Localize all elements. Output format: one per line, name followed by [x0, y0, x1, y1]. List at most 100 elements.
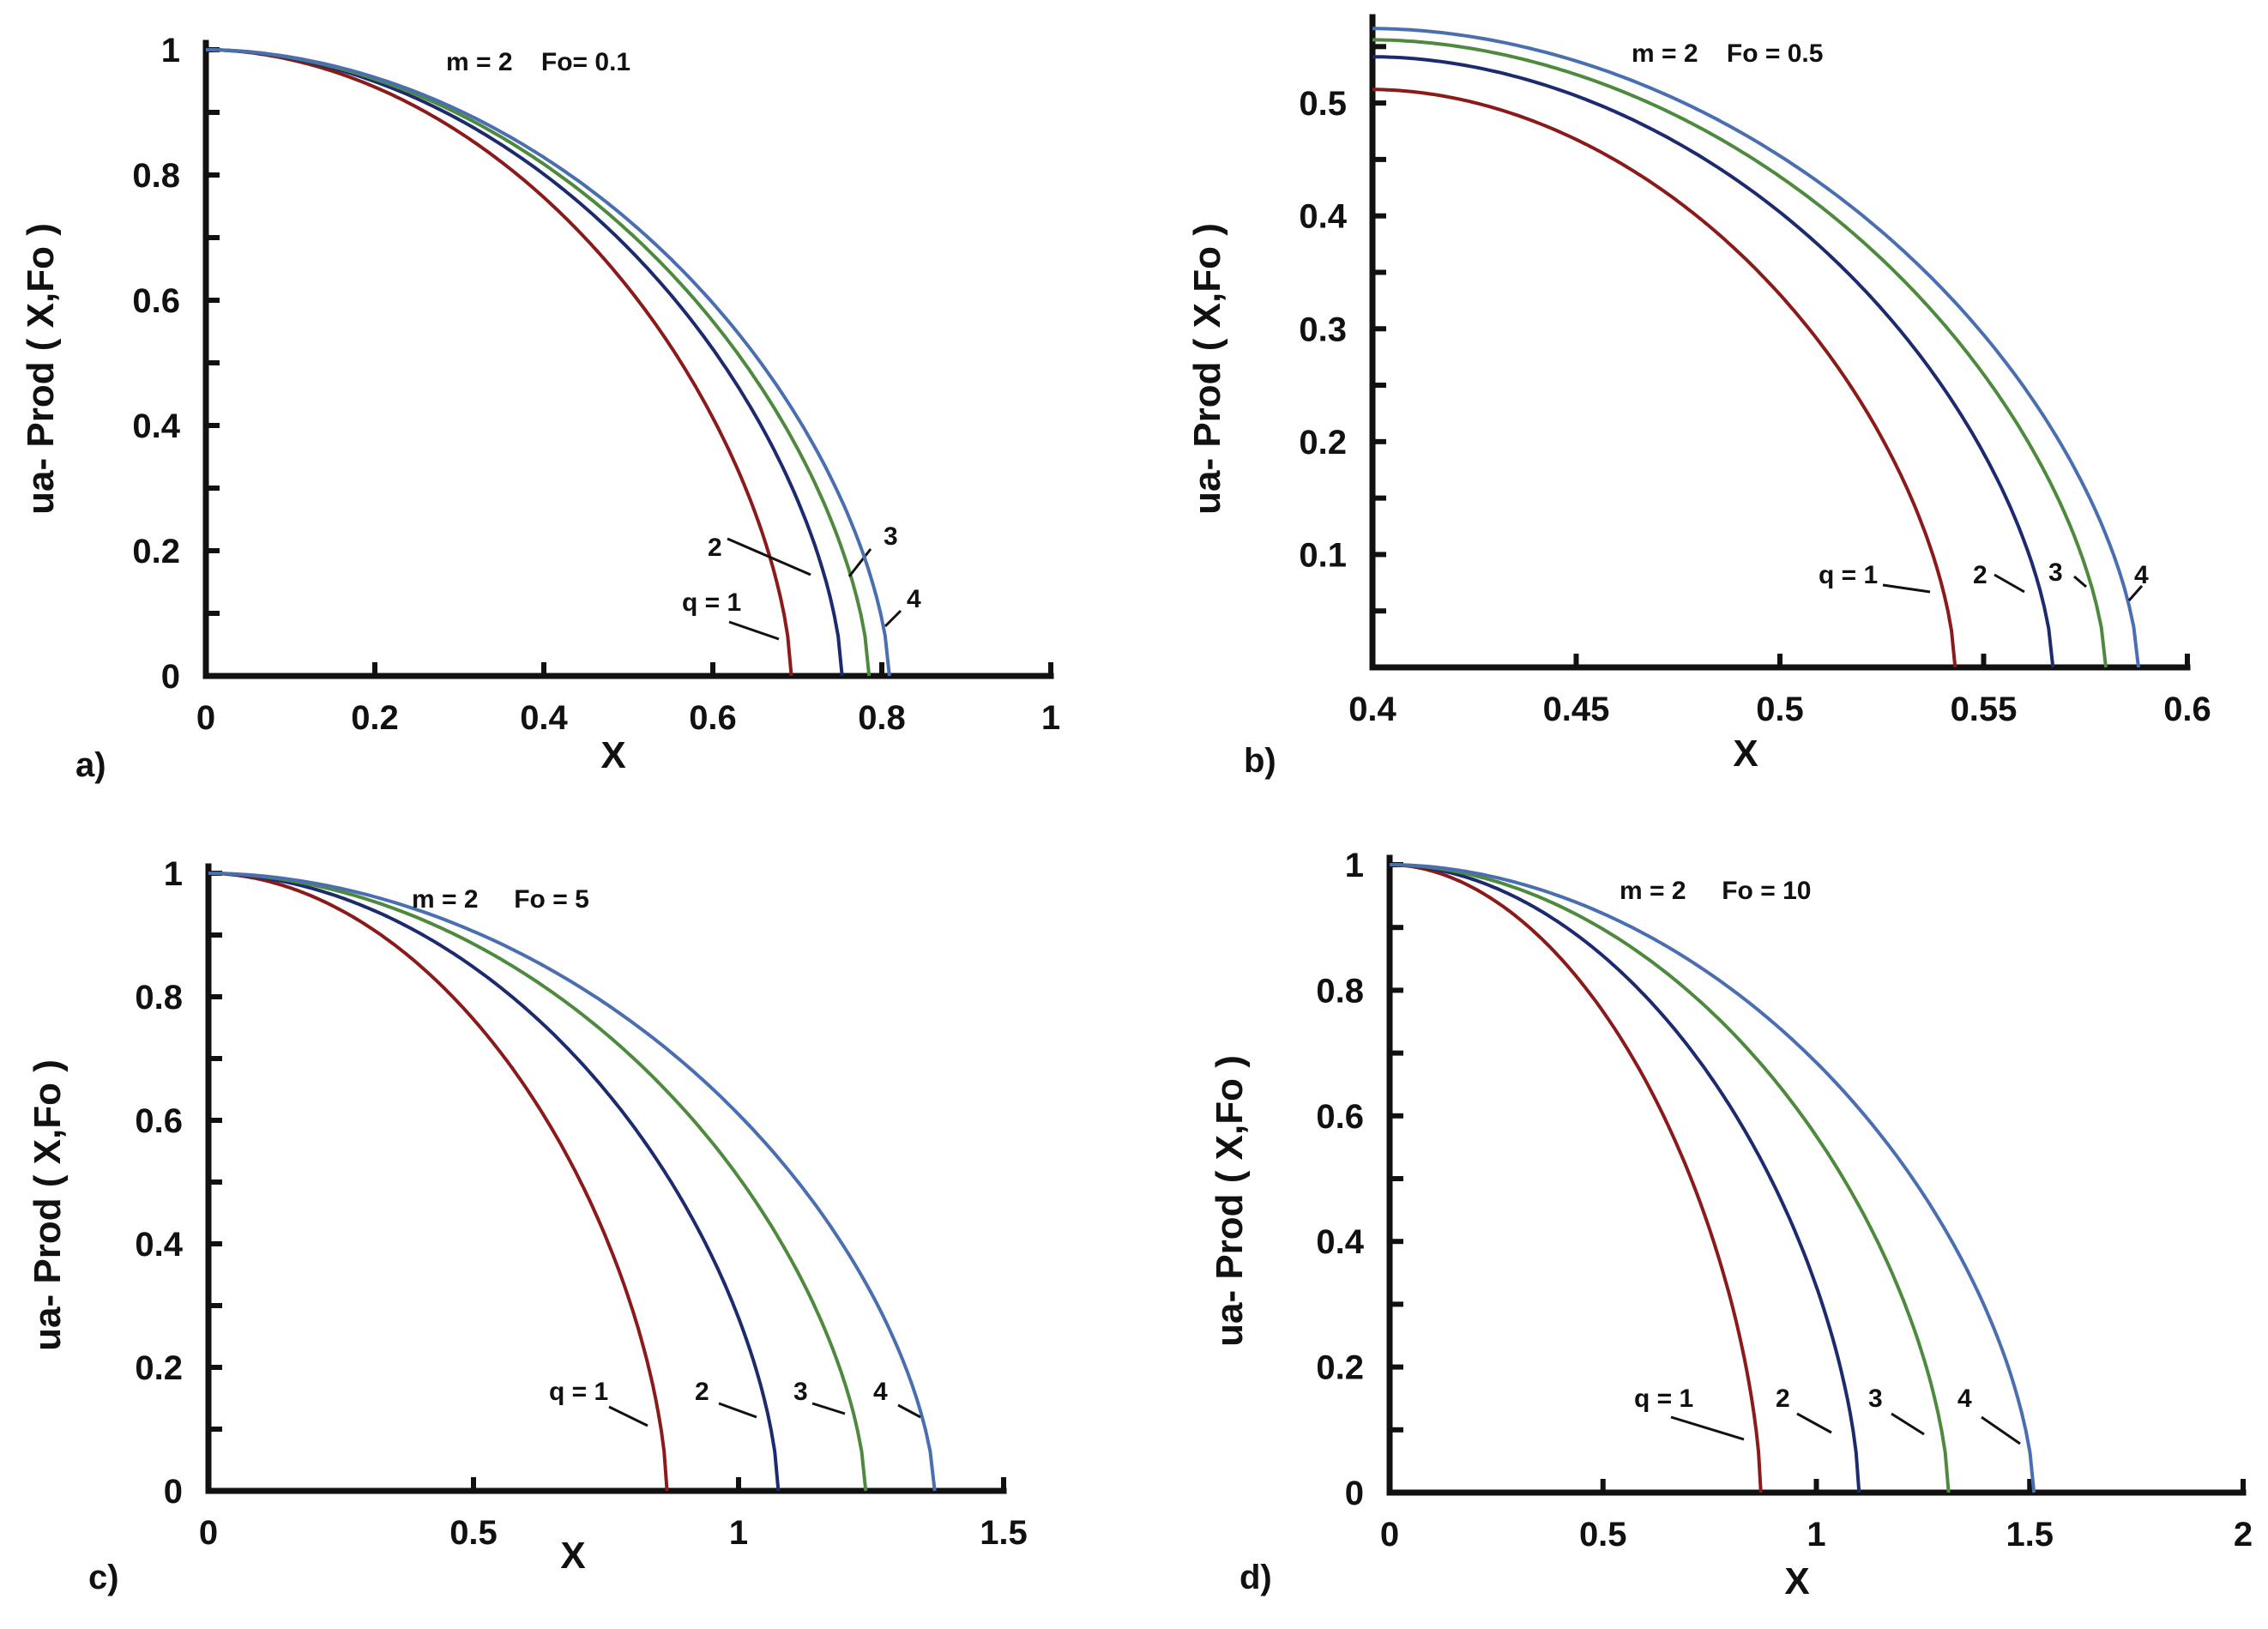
curve-label-4: 4: [1957, 1385, 1972, 1413]
leader-line: [1882, 583, 1931, 594]
series-line-3: [208, 872, 868, 1492]
x-tick-label: 0: [199, 1514, 218, 1552]
y-axis-title: ua- Prod ( X,Fo ): [1209, 1055, 1251, 1347]
x-tick-label: 0: [196, 699, 215, 737]
x-tick-label: 0.4: [1348, 691, 1396, 728]
y-tick-label: 0.5: [1299, 85, 1347, 123]
panel-tag: b): [1244, 742, 1276, 780]
y-axis-title: ua- Prod ( X,Fo ): [1186, 223, 1228, 515]
x-axis-title: X: [1733, 733, 1758, 775]
y-tick-label: 1: [1345, 847, 1364, 884]
panel-title: m = 2 Fo = 10: [1620, 877, 1811, 905]
y-tick-label: 1: [164, 855, 183, 893]
curve-label-2: 2: [1973, 561, 1988, 589]
leader-line: [897, 1403, 921, 1419]
curve-label-4: 4: [2134, 561, 2149, 589]
y-axis-title: ua- Prod ( X,Fo ): [27, 1059, 69, 1351]
panel-tag: c): [88, 1559, 119, 1596]
y-tick-label: 1: [161, 32, 180, 69]
x-tick-label: 0.4: [520, 699, 568, 737]
y-tick-label: 0.3: [1299, 311, 1347, 348]
y-tick-label: 0.4: [135, 1226, 183, 1264]
leader-line: [718, 1402, 757, 1419]
panel-tag: a): [75, 746, 106, 784]
y-tick-label: 0.1: [1299, 536, 1347, 574]
series-line-1: [1390, 863, 1763, 1493]
series-line-1: [1372, 87, 1957, 668]
y-tick-label: 0: [1345, 1475, 1364, 1512]
y-tick-label: 0.6: [132, 282, 180, 320]
series-line-3: [1372, 38, 2108, 668]
series-line-4: [206, 48, 891, 677]
y-tick-label: 0.6: [135, 1102, 183, 1140]
curve-label-3: 3: [884, 522, 898, 551]
leader-line: [884, 609, 902, 628]
leader-line: [608, 1405, 648, 1427]
y-tick-label: 0.4: [132, 407, 180, 445]
leader-line: [1670, 1415, 1745, 1441]
curve-label-4: 4: [907, 585, 921, 613]
series-line-1: [206, 48, 793, 677]
y-tick-label: 0.8: [135, 979, 183, 1017]
x-tick-label: 0.8: [858, 699, 906, 737]
series-line-4: [1372, 27, 2140, 668]
y-tick-label: 0: [161, 658, 180, 696]
panel-title: m = 2 Fo= 0.1: [446, 48, 630, 76]
curve-label-2: 2: [1776, 1385, 1790, 1413]
leader-line: [1796, 1412, 1832, 1434]
leader-line: [1891, 1412, 1925, 1436]
curve-label-3: 3: [793, 1378, 808, 1406]
y-tick-label: 0: [164, 1473, 183, 1511]
leader-line: [847, 548, 872, 577]
y-tick-label: 0.2: [135, 1349, 183, 1387]
x-tick-label: 0.6: [689, 699, 737, 737]
curve-label-4: 4: [873, 1378, 888, 1406]
x-tick-label: 1: [729, 1514, 748, 1552]
y-tick-label: 0.2: [1299, 424, 1347, 462]
leader-line: [2073, 575, 2087, 588]
leader-line: [2127, 585, 2144, 601]
curve-label-3: 3: [1868, 1385, 1883, 1413]
curve-label-1: q = 1: [682, 588, 741, 617]
series-line-4: [208, 872, 937, 1492]
x-tick-label: 0: [1380, 1516, 1399, 1554]
panel-title: m = 2 Fo = 5: [412, 885, 589, 914]
x-tick-label: 0.5: [1756, 691, 1804, 728]
x-tick-label: 0.45: [1543, 691, 1610, 728]
x-tick-label: 2: [2234, 1516, 2253, 1554]
x-tick-label: 1: [1041, 699, 1060, 737]
curve-label-1: q = 1: [1634, 1385, 1693, 1413]
chart-panel-d: 0 0.5 1 1.5 2 0 0.2 0.4 0.6 0.8 1 q = 1 2 3 4 m = 2 Fo …: [1209, 847, 2253, 1602]
series-line-2: [208, 872, 781, 1492]
x-tick-label: 1.5: [980, 1514, 1028, 1552]
y-tick-label: 0.4: [1316, 1223, 1364, 1261]
x-tick-label: 1: [1807, 1516, 1825, 1554]
x-axis-title: X: [1784, 1560, 1809, 1602]
leader-line: [1981, 1415, 2021, 1445]
x-tick-label: 0.5: [1579, 1516, 1627, 1554]
curve-label-2: 2: [708, 534, 722, 562]
y-tick-label: 0.4: [1299, 198, 1347, 236]
x-tick-label: 0.5: [449, 1514, 498, 1552]
series-line-2: [1372, 55, 2055, 668]
curve-label-3: 3: [2048, 558, 2063, 587]
series-line-3: [206, 48, 872, 677]
y-tick-label: 0.2: [1316, 1349, 1364, 1387]
leader-line: [727, 537, 811, 576]
leader-line: [728, 620, 780, 641]
y-tick-label: 0.2: [132, 533, 180, 570]
curve-label-2: 2: [695, 1378, 709, 1406]
leader-line: [811, 1402, 846, 1415]
x-tick-label: 0.2: [351, 699, 399, 737]
panel-title: m = 2 Fo = 0.5: [1632, 39, 1823, 68]
chart-panel-b: 0.4 0.45 0.5 0.55 0.6 0.1 0.2 0.3 0.4 0.5 q = 1 2 3 4…: [1186, 14, 2211, 780]
panel-tag: d): [1240, 1559, 1272, 1596]
leader-line: [1994, 573, 2025, 594]
y-tick-label: 0.6: [1316, 1098, 1364, 1136]
curve-label-1: q = 1: [1819, 561, 1878, 589]
x-tick-label: 1.5: [2006, 1516, 2054, 1554]
chart-panel-c: 0 0.5 1 1.5 0 0.2 0.4 0.6 0.8 1 q = 1 2 3 4 m = 2 Fo =…: [27, 855, 1028, 1596]
curve-label-1: q = 1: [549, 1378, 608, 1406]
x-tick-label: 0.6: [2163, 691, 2211, 728]
